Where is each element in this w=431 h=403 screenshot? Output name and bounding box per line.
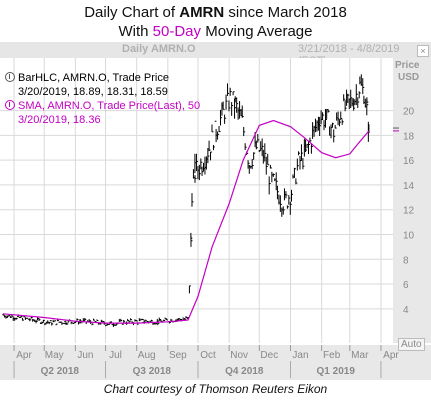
y-tick-label: 12 bbox=[403, 206, 415, 217]
x-tick-label: Jun bbox=[77, 350, 93, 361]
x-tick-label: Apr bbox=[16, 350, 32, 361]
y-axis-unit: USD bbox=[398, 72, 420, 83]
y-tick-label: 8 bbox=[403, 255, 409, 266]
close-icon[interactable]: × bbox=[417, 45, 429, 57]
x-tick-label: Oct bbox=[200, 350, 216, 361]
chart-title: Daily Chart of AMRN since March 2018 bbox=[84, 4, 347, 21]
y-axis-title: Price bbox=[395, 60, 420, 71]
sma-line bbox=[2, 119, 370, 324]
panel-name: Daily AMRN.O bbox=[122, 43, 196, 55]
legend-bar-series[interactable]: BarHLC, AMRN.O, Trade Price bbox=[5, 72, 169, 84]
chart-subtitle: With 50-Day Moving Average bbox=[118, 23, 313, 40]
x-quarter-label: Q4 2018 bbox=[225, 366, 264, 377]
x-tick-label: May bbox=[45, 350, 64, 361]
x-tick-label: Mar bbox=[351, 350, 369, 361]
x-tick-label: Feb bbox=[323, 350, 341, 361]
x-quarter-label: Q1 2019 bbox=[317, 366, 356, 377]
x-quarter-label: Q2 2018 bbox=[41, 366, 80, 377]
y-tick-label: 16 bbox=[403, 156, 415, 167]
x-axis-strip bbox=[0, 345, 431, 380]
x-quarter-label: Q3 2018 bbox=[133, 366, 172, 377]
y-tick-label: 4 bbox=[403, 305, 409, 316]
chart-credit: Chart courtesy of Thomson Reuters Eikon bbox=[103, 382, 328, 396]
x-tick-label: Apr bbox=[383, 350, 399, 361]
x-tick-label: Jan bbox=[292, 350, 308, 361]
y-tick-label: 14 bbox=[403, 181, 415, 192]
y-tick-label: 10 bbox=[403, 230, 415, 241]
series-toggle-icon[interactable] bbox=[5, 72, 15, 82]
series-toggle-icon[interactable] bbox=[5, 100, 15, 110]
y-tick-label: 6 bbox=[403, 280, 409, 291]
plot-background bbox=[0, 58, 431, 380]
legend-sma-series[interactable]: SMA, AMRN.O, Trade Price(Last), 50 bbox=[5, 100, 200, 112]
x-tick-label: Nov bbox=[230, 350, 248, 361]
auto-scale-button[interactable]: Auto bbox=[398, 338, 425, 351]
legend-bar-values: 3/20/2019, 18.89, 18.31, 18.59 bbox=[18, 86, 168, 98]
panel-header: Daily AMRN.O 3/21/2018 - 4/8/2019 (EST) … bbox=[0, 42, 431, 67]
x-tick-label: Aug bbox=[138, 350, 156, 361]
x-tick-label: Jul bbox=[109, 350, 122, 361]
y-tick-label: 20 bbox=[403, 107, 415, 118]
y-tick-label: 18 bbox=[403, 131, 415, 142]
x-tick-label: Sep bbox=[169, 350, 187, 361]
x-tick-label: Dec bbox=[260, 350, 278, 361]
y-axis-strip bbox=[393, 58, 431, 343]
legend-sma-values: 3/20/2019, 18.36 bbox=[18, 114, 101, 126]
